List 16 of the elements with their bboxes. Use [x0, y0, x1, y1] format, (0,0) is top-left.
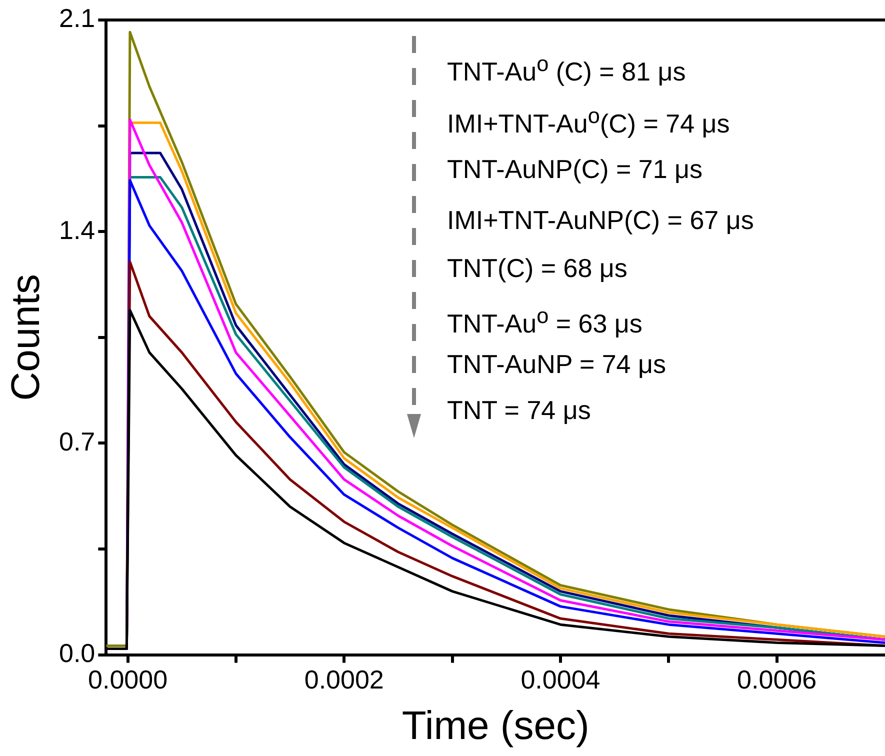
annotation: TNT = 74 μs: [447, 394, 591, 426]
annotation: TNT(C) = 68 μs: [447, 252, 628, 284]
y-axis-title: Counts: [4, 274, 48, 401]
x-axis-title: Time (sec): [402, 704, 590, 748]
annotation: IMI+TNT-AuNP(C) = 67 μs: [447, 204, 754, 236]
y-tick-label: 1.4: [58, 214, 96, 245]
x-tick-label: 0.0002: [304, 664, 384, 695]
annotation: TNT-Au$^{o}$ (C) = 81 μs: [447, 50, 686, 88]
annotation: TNT-AuNP = 74 μs: [447, 348, 666, 380]
x-tick-label: 0.0006: [737, 664, 817, 695]
annotation: TNT-AuNP(C) = 71 μs: [447, 153, 703, 185]
y-tick-label: 2.1: [58, 3, 96, 34]
x-tick-label: 0.0004: [520, 664, 600, 695]
annotation: IMI+TNT-Au$^{o}$(C) = 74 μs: [447, 102, 730, 140]
y-tick-label: 0.7: [58, 426, 96, 456]
annotation: TNT-Au$^{o}$ = 63 μs: [447, 302, 642, 340]
